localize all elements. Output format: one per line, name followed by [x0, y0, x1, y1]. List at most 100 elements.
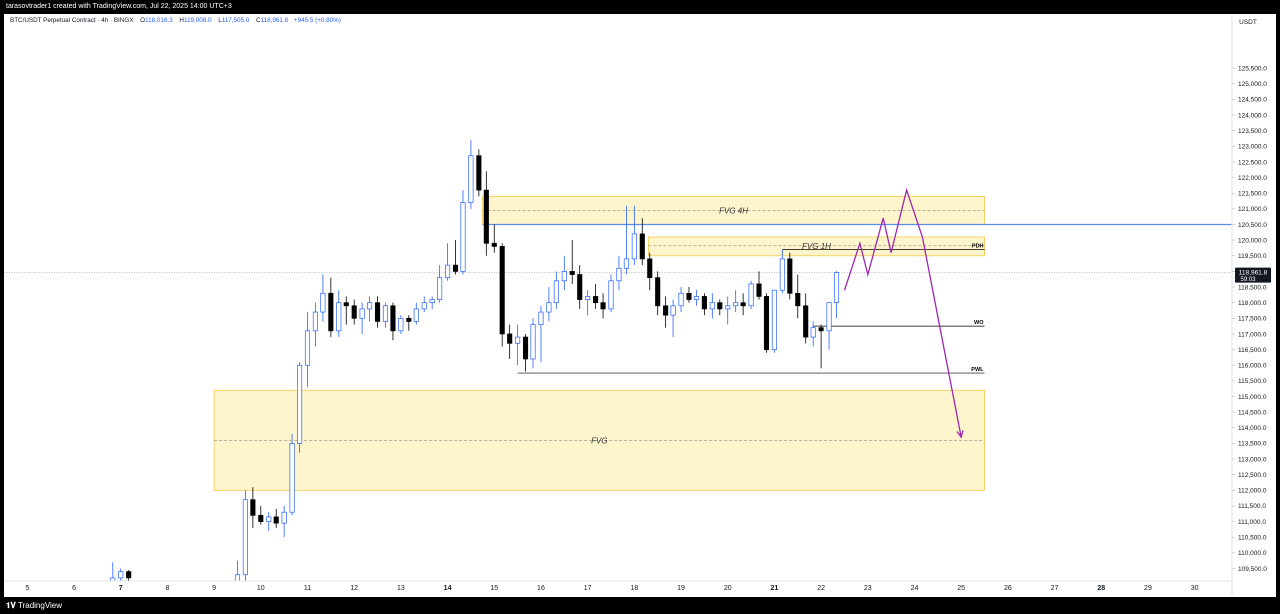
candle-body: [297, 364, 303, 444]
level-label-wo: WO: [974, 320, 984, 326]
candle-body: [242, 499, 248, 576]
candle-body: [351, 305, 357, 319]
candle-body: [483, 189, 489, 244]
price-tick-label: 112,000.0: [1238, 488, 1267, 495]
candle-body: [281, 511, 287, 524]
tradingview-logo[interactable]: 𝟏𝐕 TradingView: [6, 597, 62, 614]
price-tick-label: 120,000.0: [1238, 237, 1267, 244]
candle-body: [312, 311, 318, 332]
candle-body: [748, 283, 754, 307]
time-tick-label: 19: [677, 585, 685, 592]
price-tick-label: 109,500.0: [1238, 566, 1267, 573]
chart-canvas[interactable]: FVG 4H FVG 1H FVG PDH WO PWL USDT 109,500.0 110,…: [4, 14, 1276, 597]
price-tick-label: 113,500.0: [1238, 441, 1267, 448]
price-tick-label: 124,000.0: [1238, 112, 1267, 119]
candle-body: [725, 305, 731, 310]
time-tick-label: 12: [350, 585, 358, 592]
candle-body: [663, 305, 669, 316]
time-tick-label: 13: [397, 585, 405, 592]
price-tick-label: 115,500.0: [1238, 378, 1267, 385]
price-tick-label: 110,500.0: [1238, 535, 1267, 542]
projection-path: [843, 187, 962, 438]
fvg-label-2: FVG: [591, 436, 607, 445]
candle-body: [289, 443, 295, 513]
candle-body: [476, 155, 482, 191]
price-tick-label: 110,000.0: [1238, 550, 1267, 557]
candle-body: [740, 302, 746, 307]
close-label: C: [256, 17, 261, 24]
price-tick-label: 115,000.0: [1238, 394, 1267, 401]
candle-body: [717, 302, 723, 310]
candle-body: [413, 308, 419, 322]
candle-body: [406, 317, 412, 322]
symbol-title[interactable]: BTC/USDT Perpetual Contract · 4h · BINGX: [10, 17, 134, 24]
price-tick-label: 120,500.0: [1238, 222, 1267, 229]
price-tick-label: 121,500.0: [1238, 191, 1267, 198]
open-label: O: [140, 17, 146, 24]
low-value: 117,505.0: [221, 17, 250, 24]
price-tick-label: 123,000.0: [1238, 144, 1267, 151]
candle-body: [577, 274, 583, 300]
time-tick-label: 21: [771, 585, 779, 592]
price-tick-label: 111,000.0: [1238, 519, 1266, 526]
high-label: H: [179, 17, 184, 24]
candle-body: [631, 233, 637, 260]
candle-body: [795, 292, 801, 307]
candle-body: [787, 258, 793, 294]
candle-body: [593, 296, 599, 304]
candle-body: [608, 280, 614, 310]
candle-body: [733, 302, 739, 307]
candle-body: [452, 264, 459, 272]
candle-body: [623, 258, 629, 269]
candle-body: [499, 246, 505, 335]
time-tick-label: 28: [1097, 585, 1105, 592]
candle-body: [234, 574, 241, 582]
last-price-countdown: 59:03: [1240, 277, 1256, 283]
candle-body: [343, 302, 349, 307]
fvg-label-0: FVG 4H: [719, 206, 748, 215]
candle-body: [421, 302, 427, 310]
candle-body: [429, 299, 435, 304]
chart-panel[interactable]: FVG 4H FVG 1H FVG PDH WO PWL USDT 109,500.0 110,…: [4, 14, 1276, 597]
candle-body: [810, 327, 816, 338]
candle-body: [779, 258, 785, 291]
price-tick-label: 125,500.0: [1238, 65, 1267, 72]
fvg-zone-1: [647, 236, 985, 257]
fvg-label-1: FVG 1H: [802, 242, 831, 251]
candle-body: [460, 202, 466, 272]
candle-body: [686, 292, 692, 300]
candle-body: [803, 305, 809, 338]
candle-body: [678, 292, 684, 307]
candle-body: [250, 499, 256, 516]
candle-body: [367, 302, 373, 310]
time-tick-label: 18: [630, 585, 638, 592]
candle-body: [670, 305, 676, 316]
candle-body: [445, 264, 451, 279]
time-tick-label: 11: [304, 585, 311, 592]
candle-body: [756, 283, 762, 297]
level-label-pwl: PWL: [971, 367, 984, 373]
price-tick-label: 122,000.0: [1238, 175, 1267, 182]
candle-body: [258, 514, 264, 522]
candle-body: [118, 571, 124, 579]
high-value: 119,008.0: [183, 17, 212, 24]
symbol-legend: BTC/USDT Perpetual Contract · 4h · BINGX…: [10, 17, 341, 24]
candle-body: [320, 292, 326, 313]
time-tick-label: 10: [257, 585, 265, 592]
candle-body: [701, 296, 707, 310]
time-tick-label: 6: [72, 585, 76, 592]
time-tick-label: 7: [119, 585, 123, 592]
time-tick-label: 26: [1004, 585, 1012, 592]
last-price-badge: [1235, 267, 1271, 283]
price-tick-label: 117,500.0: [1238, 316, 1267, 323]
time-tick-label: 30: [1191, 585, 1199, 592]
header-bar: tarasovtrader1 created with TradingView.…: [0, 0, 1280, 14]
time-tick-label: 16: [537, 585, 545, 592]
price-tick-label: 124,500.0: [1238, 97, 1267, 104]
price-tick-label: 123,500.0: [1238, 128, 1267, 135]
candle-body: [655, 277, 661, 307]
time-tick-label: 17: [584, 585, 592, 592]
footer-brand: TradingView: [17, 601, 63, 610]
price-tick-label: 116,500.0: [1238, 347, 1267, 354]
price-tick-label: 118,000.0: [1238, 300, 1267, 307]
